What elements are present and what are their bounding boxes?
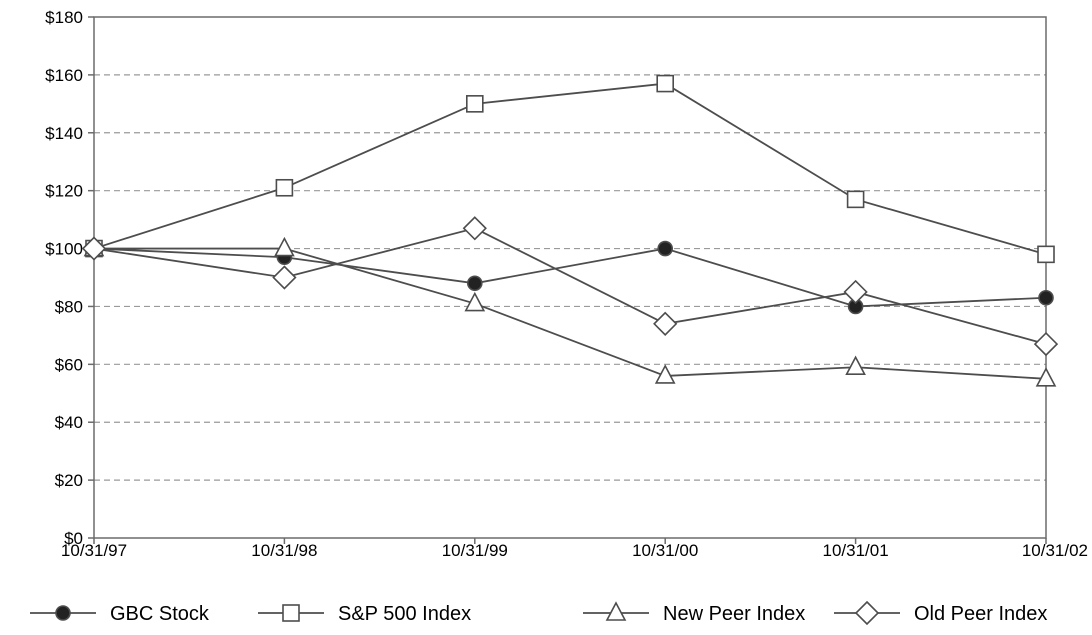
x-tick-label: 10/31/00 <box>632 541 698 560</box>
series-line-new-peer-index <box>94 247 1047 380</box>
data-point-old-peer-index <box>272 265 297 290</box>
x-tick-labels: 10/31/97 10/31/98 10/31/99 10/31/00 10/31/01… <box>61 541 1088 560</box>
data-point-old-peer-index <box>653 311 678 336</box>
y-tick-label: $20 <box>55 471 83 490</box>
data-point-old-peer-index <box>462 216 487 241</box>
legend-item-new-peer-index: New Peer Index <box>583 601 805 625</box>
y-tick-label: $80 <box>55 297 83 316</box>
plot-frame <box>93 16 1047 539</box>
legend: GBC Stock S&P 500 Index New Peer Index Old … <box>30 600 1047 626</box>
legend-item-gbc-stock: GBC Stock <box>30 603 210 625</box>
data-point-old-peer-index <box>843 279 868 305</box>
gridlines <box>94 74 1046 481</box>
data-point-new-peer-index <box>1035 367 1057 387</box>
data-point-gbc-stock <box>657 240 674 257</box>
legend-label: New Peer Index <box>663 603 805 625</box>
legend-item-s-p-500-index: S&P 500 Index <box>258 603 471 625</box>
y-tick-label: $0 <box>64 529 83 548</box>
legend-label: GBC Stock <box>110 603 210 625</box>
axes <box>88 16 1047 544</box>
data-point-s-p-500-index <box>465 95 484 113</box>
x-tick-label: 10/31/02 <box>1022 541 1088 560</box>
data-point-s-p-500-index <box>846 190 865 209</box>
data-point-s-p-500-index <box>656 74 675 93</box>
x-tick-label: 10/31/99 <box>442 541 508 560</box>
legend-label: S&P 500 Index <box>338 603 471 625</box>
y-tick-label: $60 <box>55 355 83 374</box>
data-point-s-p-500-index <box>275 178 294 197</box>
x-tick-label: 10/31/98 <box>251 541 317 560</box>
series-line-old-peer-index <box>93 227 1047 345</box>
legend-item-old-peer-index: Old Peer Index <box>834 600 1047 626</box>
series-line-s-p-500-index <box>93 82 1047 256</box>
data-point-new-peer-index <box>654 364 676 384</box>
series-line-gbc-stock <box>93 247 1047 308</box>
y-tick-label: $160 <box>45 66 83 85</box>
y-tick-label: $180 <box>45 8 83 27</box>
y-tick-labels: $0 $20 $40 $60 $80 $100 $120 $140 $160 $180 <box>45 8 83 548</box>
data-point-new-peer-index <box>464 291 486 312</box>
data-point-new-peer-index <box>845 355 866 376</box>
legend-marker-gbc-stock <box>55 605 71 621</box>
y-tick-label: $140 <box>45 124 83 143</box>
data-point-old-peer-index <box>81 236 107 261</box>
data-point-gbc-stock <box>466 275 483 292</box>
series-lines <box>93 82 1047 380</box>
data-point-old-peer-index <box>1033 331 1059 357</box>
legend-marker-old-peer-index <box>854 600 880 626</box>
legend-marker-s-p-500-index <box>282 604 300 622</box>
x-tick-label: 10/31/01 <box>823 541 889 560</box>
legend-marker-new-peer-index <box>605 601 627 621</box>
series-markers <box>81 74 1059 387</box>
legend-label: Old Peer Index <box>914 603 1047 625</box>
x-tick-label: 10/31/97 <box>61 541 127 560</box>
y-tick-label: $120 <box>45 182 83 201</box>
data-point-gbc-stock <box>1038 289 1054 306</box>
data-point-s-p-500-index <box>1037 245 1055 264</box>
y-tick-label: $100 <box>45 240 83 259</box>
data-point-new-peer-index <box>274 236 295 257</box>
y-tick-label: $40 <box>55 413 83 432</box>
